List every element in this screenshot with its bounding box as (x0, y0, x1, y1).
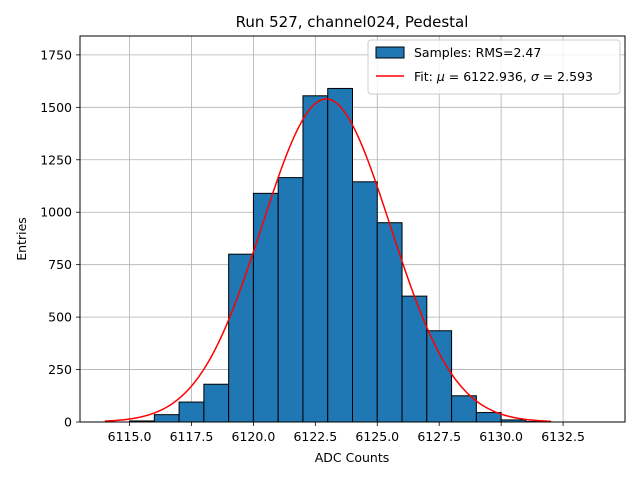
x-tick-label: 6117.5 (170, 429, 214, 444)
histogram-bar (277, 177, 304, 423)
histogram-bar (451, 395, 477, 423)
x-tick-label: 6130.0 (479, 429, 523, 444)
y-axis-label: Entries (14, 217, 29, 261)
legend-sigma-symbol: σ (531, 69, 540, 84)
x-tick-label: 6127.5 (417, 429, 461, 444)
legend-samples-swatch (375, 46, 405, 59)
fit-curve (104, 98, 551, 423)
histogram-bar (376, 222, 403, 423)
y-tick-label: 750 (48, 257, 72, 272)
y-tick-label: 0 (64, 415, 72, 430)
histogram-bar (203, 383, 230, 423)
histogram-bar (426, 330, 453, 423)
x-axis-label: ADC Counts (315, 450, 390, 465)
x-tick-label: 6120.0 (232, 429, 276, 444)
y-tick-label: 1750 (40, 47, 72, 62)
y-tick-label: 500 (48, 310, 72, 325)
legend: Samples: RMS=2.47 Fit: μ = 6122.936, σ =… (367, 39, 621, 95)
legend-fit-prefix: Fit: (414, 69, 433, 84)
y-axis-ticks: 0 250 500 750 1000 1250 1500 1750 (40, 47, 80, 430)
legend-mu-symbol: μ (436, 69, 445, 84)
histogram-bars (129, 87, 552, 423)
x-tick-label: 6132.5 (541, 429, 585, 444)
y-tick-label: 1500 (40, 100, 72, 115)
histogram-bar (228, 253, 254, 423)
plot-frame (79, 35, 626, 423)
chart-title: Run 527, channel024, Pedestal (236, 13, 469, 31)
legend-fit-label: Fit: μ = 6122.936, σ = 2.593 (414, 69, 593, 84)
histogram-bar (178, 401, 205, 423)
legend-mu-value: = 6122.936, (445, 69, 531, 84)
histogram-bar (352, 181, 378, 423)
x-axis-ticks: 6115.0 6117.5 6120.0 6122.5 6125.0 6127.5 6130… (108, 422, 585, 444)
x-tick-label: 6125.0 (355, 429, 399, 444)
y-tick-label: 250 (48, 362, 72, 377)
y-tick-label: 1250 (40, 152, 72, 167)
histogram-bar (153, 414, 180, 423)
histogram-bar (327, 87, 353, 423)
legend-sigma-value: = 2.593 (539, 69, 593, 84)
histogram-bar (252, 192, 279, 423)
legend-samples-label: Samples: RMS=2.47 (414, 45, 541, 60)
histogram-bar (302, 95, 329, 423)
y-tick-label: 1000 (40, 205, 72, 220)
legend-box (367, 39, 621, 95)
histogram-bar (401, 295, 428, 423)
histogram-bar (475, 412, 502, 423)
x-tick-label: 6115.0 (108, 429, 152, 444)
x-tick-label: 6122.5 (293, 429, 337, 444)
